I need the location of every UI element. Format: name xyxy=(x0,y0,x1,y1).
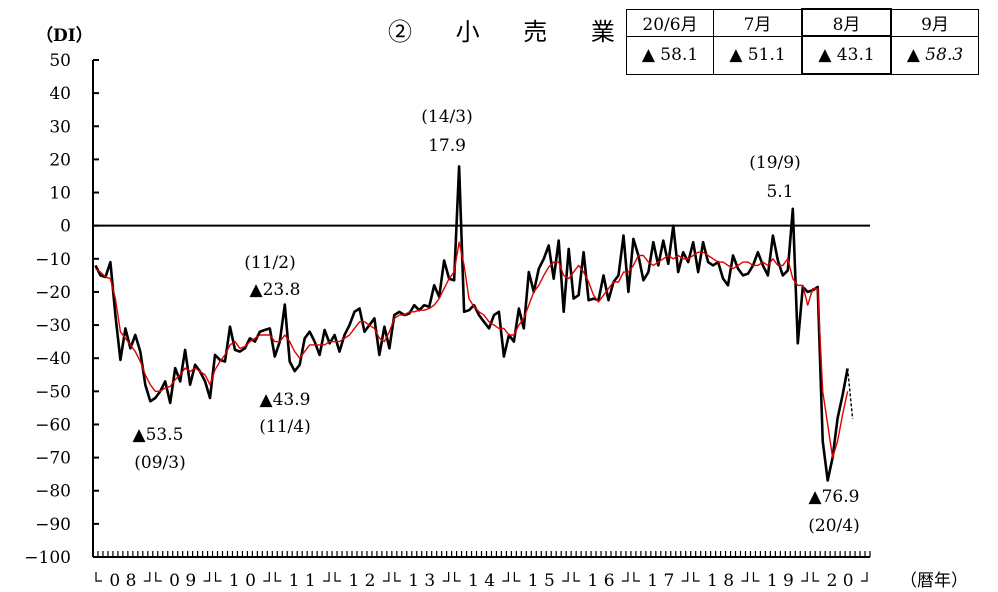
summary-header-sep: 9月 xyxy=(890,8,979,37)
y-tick-label: 50 xyxy=(49,51,71,71)
y-tick-label: 30 xyxy=(49,117,71,137)
year-bracket-right xyxy=(263,572,270,582)
x-year-label: 1 1 xyxy=(289,571,316,591)
annotation-label: (20/4) xyxy=(808,516,859,536)
y-axis-unit-label: （DI） xyxy=(36,26,93,46)
chart-title: ② 小 売 業 xyxy=(388,18,633,46)
annotation-label: ▲76.9 xyxy=(809,487,860,507)
x-year-label: 1 3 xyxy=(408,571,435,591)
x-year-label: 1 6 xyxy=(588,571,615,591)
trend-series-line xyxy=(95,241,849,459)
x-year-label: 0 8 xyxy=(109,571,136,591)
forecast-series-line xyxy=(846,368,854,419)
annotation-label: ▲53.5 xyxy=(133,425,184,445)
y-tick-label: −50 xyxy=(35,382,71,402)
y-tick-label: −30 xyxy=(35,316,71,336)
x-year-label: 1 7 xyxy=(647,571,674,591)
summary-value-jun: ▲ 58.1 xyxy=(626,35,714,75)
year-bracket-right xyxy=(801,572,808,582)
x-year-label: 2 0 xyxy=(827,571,854,591)
x-year-label: 1 8 xyxy=(707,571,734,591)
x-year-label: 0 9 xyxy=(169,571,196,591)
year-bracket-left xyxy=(454,572,461,582)
year-bracket-left xyxy=(812,572,820,582)
annotation-label: (11/2) xyxy=(244,253,295,273)
year-bracket-right xyxy=(442,572,450,582)
year-bracket-left xyxy=(573,572,581,582)
year-bracket-right xyxy=(741,572,749,582)
annotation-label: (14/3) xyxy=(421,107,472,127)
year-bracket-left xyxy=(274,572,282,582)
annotation-label: ▲43.9 xyxy=(260,390,311,410)
y-tick-label: −80 xyxy=(35,482,71,502)
summary-header-row: 20/6月 7月 8月 9月 xyxy=(626,8,979,37)
annotation-label: 5.1 xyxy=(766,182,793,202)
year-bracket-right xyxy=(562,572,569,582)
summary-value-jul: ▲ 51.1 xyxy=(713,35,803,75)
y-tick-label: −10 xyxy=(35,250,71,270)
x-year-label: 1 5 xyxy=(528,571,555,591)
year-bracket-right xyxy=(382,572,390,582)
x-year-label: 1 2 xyxy=(348,571,375,591)
actual-series-line xyxy=(94,165,849,482)
year-bracket-right xyxy=(143,572,151,582)
annotation-label: (09/3) xyxy=(134,453,185,473)
x-axis-unit-label: （暦年） xyxy=(900,571,968,591)
summary-value-row: ▲ 58.1 ▲ 51.1 ▲ 43.1 ▲ 58.3 xyxy=(626,35,979,75)
year-bracket-left xyxy=(513,572,521,582)
y-tick-label: 10 xyxy=(49,184,71,204)
year-bracket-right xyxy=(203,572,211,582)
year-bracket-left xyxy=(394,572,401,582)
year-bracket-left xyxy=(633,572,640,582)
x-year-label: 1 9 xyxy=(767,571,794,591)
year-bracket-right xyxy=(861,572,868,582)
y-tick-label: −60 xyxy=(35,415,71,435)
y-tick-label: 20 xyxy=(49,150,71,170)
annotation-label: (11/4) xyxy=(259,417,310,437)
year-bracket-left xyxy=(95,572,102,582)
annotation-label: ▲23.8 xyxy=(250,280,301,300)
summary-header-aug: 8月 xyxy=(801,8,892,37)
year-bracket-right xyxy=(502,572,509,582)
x-year-label: 1 4 xyxy=(468,571,495,591)
y-tick-label: 40 xyxy=(49,84,71,104)
year-bracket-left xyxy=(752,572,760,582)
y-tick-label: 0 xyxy=(60,217,71,237)
year-bracket-right xyxy=(621,572,629,582)
y-tick-label: −90 xyxy=(35,515,71,535)
x-year-label: 1 0 xyxy=(229,571,256,591)
year-bracket-left xyxy=(214,572,222,582)
y-tick-label: −100 xyxy=(24,548,71,568)
year-bracket-right xyxy=(681,572,689,582)
y-tick-label: −70 xyxy=(35,449,71,469)
summary-value-aug: ▲ 43.1 xyxy=(801,35,892,75)
year-bracket-left xyxy=(334,572,342,582)
y-tick-label: −40 xyxy=(35,349,71,369)
annotation-label: (19/9) xyxy=(749,153,800,173)
year-bracket-left xyxy=(155,572,162,582)
y-tick-label: −20 xyxy=(35,283,71,303)
year-bracket-left xyxy=(693,572,700,582)
summary-table: 20/6月 7月 8月 9月 ▲ 58.1 ▲ 51.1 ▲ 43.1 ▲ 58… xyxy=(626,8,979,75)
annotation-label: 17.9 xyxy=(428,136,466,156)
year-bracket-right xyxy=(323,572,330,582)
summary-value-sep: ▲ 58.3 xyxy=(890,35,979,75)
